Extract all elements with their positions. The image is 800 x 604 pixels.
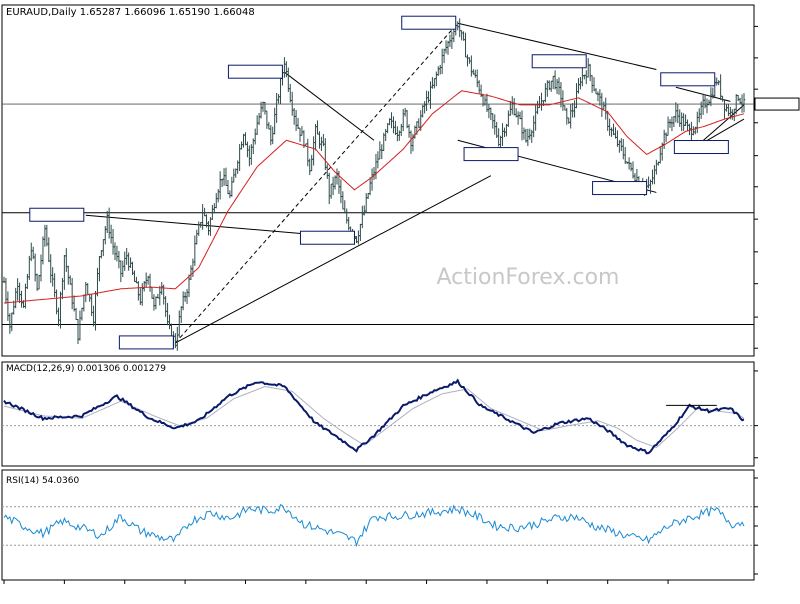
chart-title: EURAUD,Daily [6,7,77,18]
watermark-layer: ActionForex.com [437,265,620,290]
frame-layer [1,4,755,581]
ohlc-high: 1.66096 [124,7,165,18]
macd-panel-frame [1,361,755,467]
ma-layer [3,90,745,304]
xaxis-layer [3,580,669,584]
macd-label: MACD(12,26,9) 0.001306 0.001279 [6,364,166,374]
watermark: ActionForex.com [437,265,620,290]
main-panel-frame [1,4,755,357]
ohlc-open: 1.65287 [80,7,121,18]
price-label-box [299,230,355,245]
price-label-box [592,181,648,196]
price-label-box [401,15,457,30]
candle-layer [2,18,746,351]
rsi-layer [2,477,758,575]
price-label-box [463,147,519,162]
rsi-label: RSI(14) 54.0360 [6,476,79,486]
rsi-panel-frame [1,469,755,581]
price-label-box [118,335,174,350]
trendline [284,71,375,141]
trendline [174,22,459,344]
fib-layer [2,103,754,326]
axis-layer [754,25,800,349]
price-label-box [227,64,283,79]
price-label-box [673,140,729,155]
price-label-box [660,72,716,87]
rsi-line [3,504,745,548]
moving-average-line [3,90,745,304]
trendline [175,175,492,344]
label-layer [29,15,729,350]
svg-text:EURAUD,Daily 1.65287 1.66096: EURAUD,Daily 1.65287 1.66096 1.65190 1.6… [6,7,255,18]
current-price-box [754,97,800,111]
macd-line [3,378,745,455]
ohlc-low: 1.65190 [169,7,210,18]
macd-layer [2,370,758,459]
ohlc-close: 1.66048 [213,7,254,18]
price-label-box [531,54,587,69]
price-label-box [29,207,85,222]
header-layer: EURAUD,Daily 1.65287 1.66096 1.65190 1.6… [6,7,255,486]
trendline [457,22,657,71]
